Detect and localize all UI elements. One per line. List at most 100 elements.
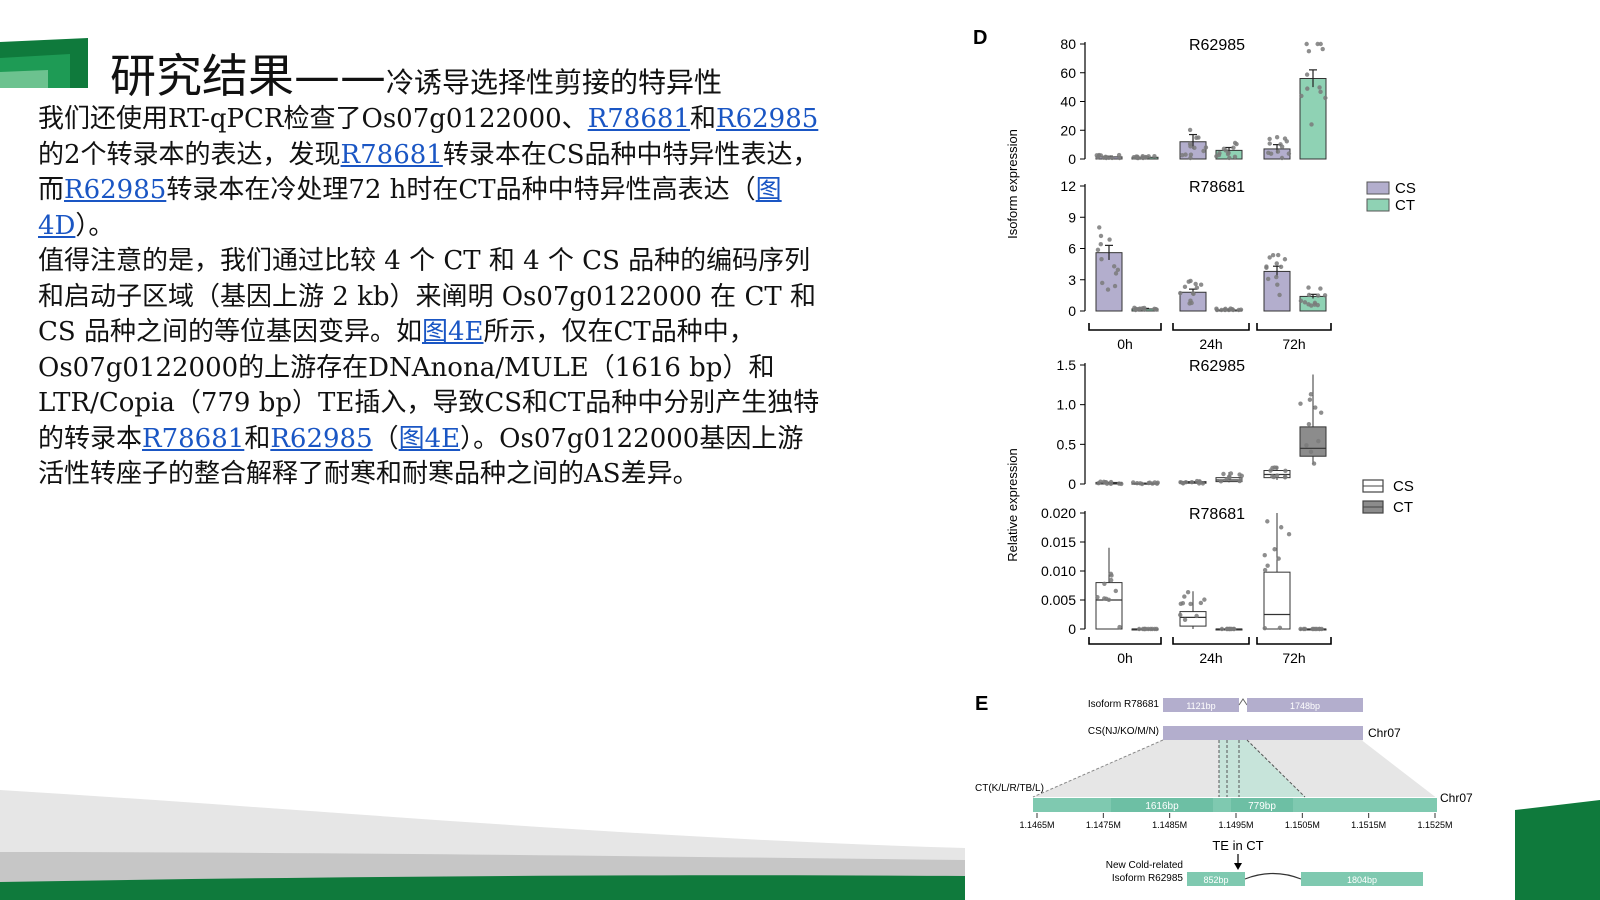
data-point: [1183, 479, 1189, 485]
data-point: [1117, 624, 1122, 630]
slide-title: 研究结果——冷诱导选择性剪接的特异性: [110, 40, 722, 106]
data-point: [1185, 590, 1191, 595]
link-r62985[interactable]: R62985: [716, 104, 819, 134]
data-point: [1266, 150, 1271, 155]
panel-e-label: E: [975, 693, 988, 715]
x-tick-label: 24h: [1199, 336, 1222, 352]
data-point: [1106, 597, 1112, 603]
data-point: [1323, 95, 1328, 101]
data-point: [1309, 122, 1314, 127]
link-r62985[interactable]: R62985: [64, 175, 167, 205]
exon-852bp-label: 852bp: [1203, 875, 1228, 885]
data-point: [1194, 135, 1199, 140]
data-point: [1219, 626, 1225, 632]
data-point: [1113, 588, 1118, 594]
ct-chr-label: Chr07: [1440, 791, 1473, 805]
y-tick-label: 0.005: [1041, 592, 1076, 608]
text-run: ）。Os07g0122000基因上游活性转座子的整合解释了耐寒和耐寒品种之间的A…: [38, 423, 804, 490]
exon-1121bp-label: 1121bp: [1186, 701, 1215, 711]
data-point: [1095, 247, 1101, 253]
data-point: [1148, 626, 1153, 632]
x-tick-label: 24h: [1199, 650, 1222, 666]
cs-chromosome-bar: [1163, 726, 1363, 740]
data-point: [1188, 144, 1193, 149]
data-point: [1318, 410, 1324, 415]
data-point: [1178, 601, 1184, 607]
data-point: [1098, 153, 1104, 158]
data-point: [1304, 443, 1309, 448]
coord-label: 1.1475M: [1086, 820, 1121, 830]
data-point: [1202, 597, 1207, 602]
data-point: [1265, 276, 1271, 282]
cs-chr-label: Chr07: [1368, 726, 1401, 740]
data-point: [1270, 474, 1275, 479]
text-run: 转录本在CS品种中特异性表达，而: [38, 139, 819, 206]
link-figure-4d[interactable]: 图4D: [38, 175, 782, 241]
link-r62985[interactable]: R62985: [270, 423, 373, 454]
data-point: [1182, 617, 1188, 622]
text-run: 和: [689, 104, 716, 134]
data-point: [1232, 626, 1237, 632]
data-point: [1130, 480, 1136, 485]
link-r78681[interactable]: R78681: [340, 139, 443, 170]
data-point: [1108, 577, 1114, 583]
y-tick-label: 0: [1068, 621, 1076, 637]
data-point: [1282, 257, 1288, 262]
data-point: [1135, 154, 1140, 159]
data-point: [1188, 152, 1194, 157]
y-tick-label: 1.5: [1057, 357, 1077, 373]
data-point: [1115, 267, 1121, 273]
data-point: [1278, 525, 1284, 530]
data-point: [1317, 626, 1322, 632]
data-point: [1232, 154, 1238, 160]
data-point: [1099, 256, 1104, 262]
gene-structure: Isoform R78681 1121bp 1748bp CS(NJ/KO/M/…: [975, 698, 1473, 886]
data-point: [1307, 397, 1313, 402]
link-r78681[interactable]: R78681: [142, 423, 245, 454]
text-run: （: [372, 423, 399, 454]
data-point: [1155, 480, 1160, 485]
data-point: [1318, 89, 1323, 95]
data-point: [1105, 287, 1111, 292]
data-point: [1106, 155, 1112, 160]
x-tick-label: 72h: [1282, 650, 1305, 666]
coord-label: 1.1515M: [1351, 820, 1386, 830]
chart-isoform-r62985: 0 20 40 60 80 R62985: [1060, 36, 1328, 167]
link-figure-4e[interactable]: 图4E: [421, 317, 484, 347]
data-point: [1112, 283, 1118, 289]
data-point: [1094, 153, 1099, 158]
exon-1804bp: [1301, 872, 1423, 886]
data-point: [1278, 142, 1283, 147]
chart-title: R62985: [1189, 358, 1245, 375]
panel-d-label: D: [973, 27, 987, 49]
coord-label: 1.1465M: [1019, 820, 1054, 830]
link-r78681[interactable]: R78681: [587, 104, 690, 134]
data-point: [1189, 480, 1195, 485]
coordinate-axis: 1.1465M 1.1475M 1.1485M 1.1495M 1.1505M 1.151…: [1019, 813, 1453, 830]
data-point: [1182, 284, 1188, 290]
link-figure-4e[interactable]: 图4E: [398, 423, 461, 454]
title-main: 研究结果——: [110, 49, 386, 103]
body-text: 我们还使用RT-qPCR检查了Os07g0122000、R78681和R6298…: [38, 102, 828, 493]
data-point: [1306, 302, 1311, 307]
coord-label: 1.1525M: [1417, 820, 1452, 830]
y-tick-label: 80: [1060, 36, 1076, 52]
y-tick-label: 60: [1060, 65, 1076, 81]
data-point: [1274, 274, 1279, 280]
data-point: [1178, 480, 1183, 485]
data-point: [1113, 271, 1119, 276]
data-point: [1108, 479, 1114, 485]
exon-852bp: [1187, 872, 1245, 886]
data-point: [1194, 285, 1200, 290]
data-point: [1267, 255, 1272, 260]
chart-isoform-r78681: 0 3 6 9 12 R78681: [1060, 178, 1328, 319]
data-point: [1231, 145, 1236, 150]
data-point: [1203, 145, 1209, 150]
data-point: [1101, 479, 1107, 485]
data-point: [1111, 264, 1117, 269]
data-point: [1277, 625, 1283, 631]
x-axis-bar-charts: 0h 24h 72h: [1088, 323, 1332, 352]
isoform-r78681-label: Isoform R78681: [1088, 699, 1160, 710]
group-bracket: [1088, 637, 1162, 645]
data-point: [1318, 41, 1323, 47]
